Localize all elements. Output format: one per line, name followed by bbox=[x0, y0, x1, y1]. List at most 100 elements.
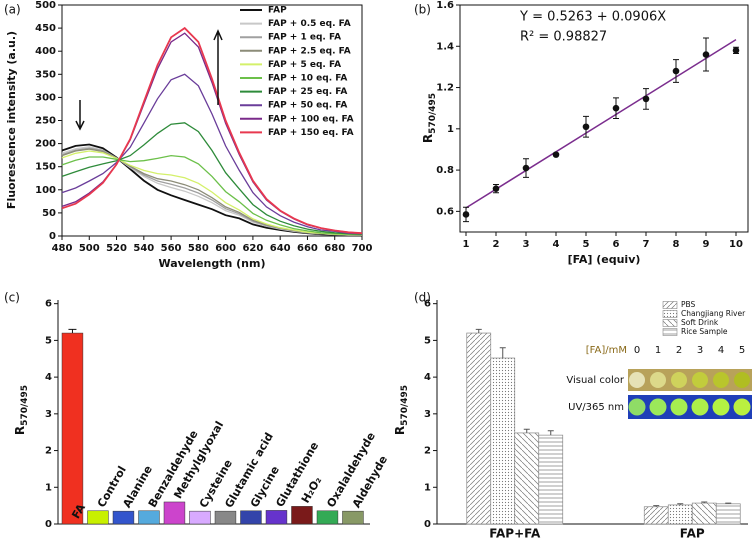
legend-label: FAP + 0.5 eq. FA bbox=[268, 19, 351, 29]
y-tick-label: 400 bbox=[35, 46, 56, 57]
spectrum-line bbox=[61, 154, 363, 236]
annotation: Y = 0.5263 + 0.0906X bbox=[519, 10, 666, 25]
bar bbox=[138, 510, 160, 525]
y-tick-label: 0.6 bbox=[436, 206, 454, 217]
error-bar bbox=[523, 428, 530, 433]
y-axis-label: R570/495 bbox=[13, 385, 30, 435]
y-tick-label: 0 bbox=[49, 231, 56, 242]
x-tick-label: 560 bbox=[161, 243, 182, 254]
x-tick-label: 600 bbox=[215, 243, 236, 254]
legend-label: FAP + 100 eq. FA bbox=[268, 114, 354, 124]
x-tick-label: 540 bbox=[133, 243, 154, 254]
y-tick-label: 250 bbox=[35, 116, 56, 127]
y-axis-label: R570/495 bbox=[421, 93, 438, 143]
panel-label: (d) bbox=[414, 291, 431, 305]
data-point bbox=[642, 95, 650, 103]
x-tick-label: 3 bbox=[523, 239, 530, 250]
x-tick-label: 6 bbox=[613, 239, 620, 250]
x-tick-label: 8 bbox=[673, 239, 680, 250]
inset-header: [FA]/mM bbox=[586, 345, 627, 356]
y-tick-label: 2 bbox=[424, 446, 431, 457]
y-tick-label: 6 bbox=[45, 299, 52, 310]
spectrum-line bbox=[61, 150, 362, 236]
y-tick-label: 100 bbox=[35, 185, 56, 196]
y-tick-label: 6 bbox=[424, 299, 431, 310]
y-tick-label: 500 bbox=[35, 0, 56, 11]
bar bbox=[691, 502, 717, 525]
bar bbox=[514, 432, 540, 525]
y-tick-label: 150 bbox=[35, 162, 56, 173]
inset-concentration: 1 bbox=[655, 345, 661, 356]
inset-row-label: Visual color bbox=[566, 375, 625, 386]
arrow bbox=[213, 29, 223, 105]
x-axis-label: Wavelength (nm) bbox=[159, 257, 266, 270]
spectrum-line bbox=[61, 122, 363, 235]
y-tick-label: 0 bbox=[424, 519, 431, 530]
visual-well bbox=[629, 372, 645, 388]
x-tick-label: 5 bbox=[583, 239, 590, 250]
spectrum-line bbox=[61, 26, 363, 235]
legend-label: FAP + 50 eq. FA bbox=[268, 101, 347, 111]
x-axis-label: [FA] (equiv) bbox=[568, 253, 641, 266]
error-bar bbox=[701, 501, 708, 504]
x-tick-label: 2 bbox=[493, 239, 500, 250]
bar bbox=[466, 332, 492, 525]
data-point bbox=[582, 123, 590, 131]
x-tick-label: H₂O₂ bbox=[299, 474, 324, 505]
y-tick-label: 1.2 bbox=[436, 83, 454, 94]
error-bar bbox=[677, 503, 684, 505]
data-point bbox=[672, 67, 680, 75]
x-tick-label: 1 bbox=[463, 239, 470, 250]
inset-concentration: 0 bbox=[634, 345, 640, 356]
error-bar bbox=[499, 347, 506, 359]
y-tick-label: 50 bbox=[42, 208, 56, 219]
bar bbox=[490, 357, 516, 525]
bar bbox=[538, 434, 564, 525]
y-tick-label: 1 bbox=[424, 482, 431, 493]
data-point bbox=[702, 51, 710, 58]
uv-well bbox=[628, 398, 646, 416]
plot-frame bbox=[459, 4, 749, 233]
visual-well bbox=[650, 372, 666, 388]
x-tick-label: 7 bbox=[643, 239, 650, 250]
y-tick-label: 0 bbox=[45, 519, 52, 530]
legend-label: Changjiang River bbox=[681, 309, 746, 318]
fit-line bbox=[465, 39, 737, 209]
y-axis-label: R570/495 bbox=[393, 385, 410, 435]
y-tick-label: 3 bbox=[424, 409, 431, 420]
annotation: R² = 0.98827 bbox=[520, 30, 607, 45]
bar bbox=[291, 506, 313, 525]
bar bbox=[667, 504, 693, 525]
visual-well bbox=[692, 372, 708, 388]
bar bbox=[342, 510, 364, 525]
x-tick-label: 10 bbox=[729, 239, 743, 250]
y-tick-label: 5 bbox=[45, 335, 52, 346]
x-tick-label: 520 bbox=[106, 243, 127, 254]
bar bbox=[87, 510, 109, 525]
y-tick-label: 200 bbox=[35, 139, 56, 150]
x-tick-label: 640 bbox=[270, 243, 291, 254]
y-axis-label-main: R bbox=[421, 134, 435, 143]
legend-label: FAP + 150 eq. FA bbox=[268, 128, 354, 138]
legend-label: FAP + 10 eq. FA bbox=[268, 74, 347, 84]
x-tick-label: 620 bbox=[242, 243, 263, 254]
panel-label: (b) bbox=[414, 3, 431, 17]
bar bbox=[61, 332, 84, 525]
legend-label: FAP + 2.5 eq. FA bbox=[268, 46, 351, 56]
inset-row-label: UV/365 nm bbox=[568, 402, 624, 413]
y-axis-label-main: R bbox=[393, 426, 407, 435]
y-tick-label: 300 bbox=[35, 92, 56, 103]
bar bbox=[316, 510, 339, 525]
legend-label: Rice Sample bbox=[681, 327, 728, 336]
y-tick-label: 2 bbox=[45, 446, 52, 457]
y-tick-label: 1.4 bbox=[436, 41, 454, 52]
bar bbox=[265, 510, 288, 525]
visual-strip bbox=[628, 369, 752, 391]
spectrum-line bbox=[61, 73, 363, 235]
panel-label: (c) bbox=[4, 291, 20, 305]
inset-concentration: 3 bbox=[697, 345, 703, 356]
spectrum-line bbox=[61, 146, 362, 236]
visual-well bbox=[734, 372, 750, 388]
x-tick-label: 660 bbox=[297, 243, 318, 254]
